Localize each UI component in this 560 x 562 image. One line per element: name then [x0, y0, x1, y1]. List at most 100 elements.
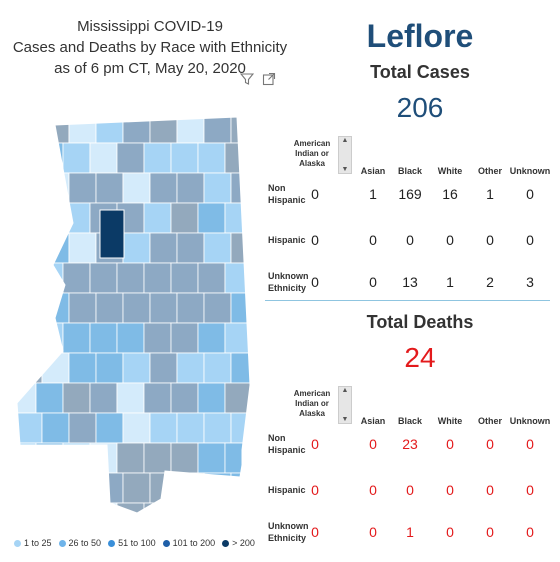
matrix-cell[interactable]: 23 [402, 436, 418, 452]
county-shape[interactable] [224, 502, 252, 525]
county-shape[interactable] [170, 202, 199, 234]
county-shape[interactable] [15, 172, 43, 204]
header-scroll-control[interactable]: ▲ ▼ [338, 136, 352, 174]
county-shape[interactable] [62, 502, 91, 525]
column-header[interactable]: Other [477, 166, 502, 176]
matrix-cell[interactable]: 1 [369, 186, 377, 202]
matrix-cell[interactable]: 0 [486, 482, 494, 498]
matrix-cell[interactable]: 0 [311, 274, 319, 290]
county-shape[interactable] [15, 142, 37, 174]
county-shape[interactable] [35, 382, 64, 414]
county-shape[interactable] [15, 502, 37, 525]
county-shape[interactable] [176, 412, 205, 444]
county-shape[interactable] [170, 382, 199, 414]
county-shape[interactable] [230, 172, 258, 204]
matrix-cell[interactable]: 0 [486, 436, 494, 452]
matrix-cell[interactable]: 0 [311, 232, 319, 248]
county-shape[interactable] [95, 292, 124, 324]
column-header[interactable]: American Indian or Alaska [293, 389, 331, 418]
column-header[interactable]: Asian [360, 416, 386, 426]
county-shape[interactable] [224, 202, 252, 234]
matrix-cell[interactable]: 0 [486, 524, 494, 540]
matrix-cell[interactable]: 1 [406, 524, 414, 540]
county-shape[interactable] [62, 442, 91, 474]
matrix-cell[interactable]: 0 [526, 186, 534, 202]
matrix-cell[interactable]: 0 [369, 524, 377, 540]
leflore-county-highlight[interactable] [99, 209, 125, 259]
county-shape[interactable] [149, 472, 178, 504]
matrix-cell[interactable]: 0 [311, 186, 319, 202]
county-shape[interactable] [252, 323, 270, 353]
county-shape[interactable] [68, 232, 97, 264]
matrix-cell[interactable]: 1 [446, 274, 454, 290]
county-shape[interactable] [143, 142, 172, 174]
matrix-cell[interactable]: 0 [369, 436, 377, 452]
county-shape[interactable] [197, 322, 226, 354]
matrix-cell[interactable]: 0 [446, 232, 454, 248]
matrix-cell[interactable]: 0 [526, 524, 534, 540]
county-shape[interactable] [89, 262, 118, 294]
county-shape[interactable] [143, 382, 172, 414]
county-shape[interactable] [41, 472, 70, 504]
county-shape[interactable] [15, 442, 37, 474]
column-header[interactable]: Unknown [509, 166, 551, 176]
county-shape[interactable] [15, 232, 43, 264]
county-shape[interactable] [35, 442, 64, 474]
county-shape[interactable] [258, 353, 270, 383]
county-shape[interactable] [122, 113, 151, 144]
county-shape[interactable] [122, 232, 151, 264]
county-shape[interactable] [15, 352, 43, 384]
county-shape[interactable] [176, 472, 205, 504]
column-header[interactable]: Black [397, 166, 423, 176]
county-shape[interactable] [15, 382, 37, 414]
county-shape[interactable] [203, 352, 232, 384]
county-shape[interactable] [62, 142, 91, 174]
matrix-cell[interactable]: 0 [446, 436, 454, 452]
matrix-cell[interactable]: 0 [311, 524, 319, 540]
county-shape[interactable] [122, 292, 151, 324]
county-shape[interactable] [116, 442, 145, 474]
county-shape[interactable] [122, 412, 151, 444]
county-shape[interactable] [230, 232, 258, 264]
filter-icon[interactable] [240, 72, 254, 86]
county-shape[interactable] [197, 202, 226, 234]
county-shape[interactable] [35, 202, 64, 234]
matrix-cell[interactable]: 0 [406, 482, 414, 498]
column-header[interactable]: White [437, 416, 463, 426]
county-shape[interactable] [116, 502, 145, 525]
county-shape[interactable] [62, 382, 91, 414]
matrix-cell[interactable]: 0 [406, 232, 414, 248]
column-header[interactable]: American Indian or Alaska [293, 139, 331, 168]
county-shape[interactable] [122, 172, 151, 204]
county-shape[interactable] [149, 113, 178, 144]
matrix-cell[interactable]: 0 [446, 524, 454, 540]
column-header[interactable]: Other [477, 416, 502, 426]
scroll-down-icon[interactable]: ▼ [341, 166, 349, 173]
county-shape[interactable] [197, 442, 226, 474]
county-shape[interactable] [197, 142, 226, 174]
county-shape[interactable] [224, 382, 252, 414]
county-shape[interactable] [224, 262, 252, 294]
county-shape[interactable] [89, 442, 118, 474]
county-shape[interactable] [89, 382, 118, 414]
matrix-cell[interactable]: 169 [398, 186, 422, 202]
matrix-cell[interactable]: 16 [442, 186, 458, 202]
county-shape[interactable] [68, 292, 97, 324]
matrix-cell[interactable]: 0 [526, 436, 534, 452]
county-shape[interactable] [89, 322, 118, 354]
matrix-cell[interactable]: 0 [369, 274, 377, 290]
county-shape[interactable] [122, 352, 151, 384]
county-shape[interactable] [89, 502, 118, 525]
matrix-cell[interactable]: 0 [311, 482, 319, 498]
county-shape[interactable] [203, 172, 232, 204]
county-shape[interactable] [95, 113, 124, 144]
county-shape[interactable] [230, 472, 258, 504]
county-shape[interactable] [89, 142, 118, 174]
county-shape[interactable] [35, 502, 64, 525]
county-shape[interactable] [62, 322, 91, 354]
county-shape[interactable] [197, 382, 226, 414]
matrix-cell[interactable]: 0 [311, 436, 319, 452]
column-header[interactable]: White [437, 166, 463, 176]
matrix-cell[interactable]: 0 [526, 482, 534, 498]
county-shape[interactable] [230, 292, 258, 324]
